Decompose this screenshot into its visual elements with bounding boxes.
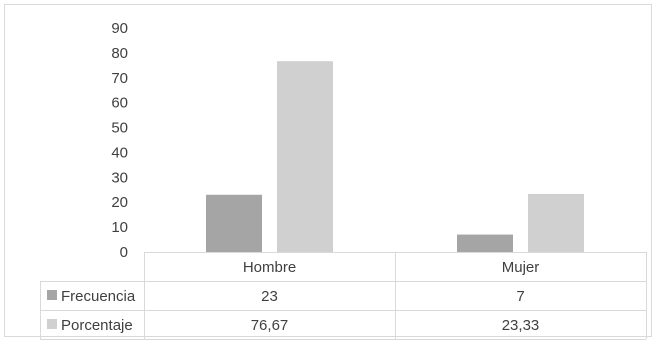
legend-key-porcentaje bbox=[47, 319, 57, 329]
bar-frecuencia-mujer bbox=[457, 234, 513, 252]
bar-frecuencia-hombre bbox=[206, 194, 262, 252]
bars bbox=[206, 61, 584, 253]
y-axis-ticks: 0 10 20 30 40 50 60 70 80 90 bbox=[111, 20, 128, 261]
table-cell-value: 7 bbox=[516, 288, 524, 305]
legend-key-frecuencia bbox=[47, 290, 57, 300]
legend-label: Frecuencia bbox=[61, 288, 136, 305]
bar-porcentaje-hombre bbox=[277, 61, 333, 253]
category-label: Mujer bbox=[502, 259, 540, 276]
y-tick-label: 0 bbox=[120, 244, 128, 261]
category-label: Hombre bbox=[243, 259, 296, 276]
y-tick-label: 70 bbox=[111, 70, 128, 87]
bar-porcentaje-mujer bbox=[528, 193, 584, 252]
table-cell-value: 23,33 bbox=[502, 317, 540, 334]
y-tick-label: 90 bbox=[111, 20, 128, 37]
y-tick-label: 20 bbox=[111, 194, 128, 211]
y-tick-label: 30 bbox=[111, 169, 128, 186]
table-cell-value: 76,67 bbox=[251, 317, 289, 334]
table-cell-value: 23 bbox=[261, 288, 278, 305]
chart-frame bbox=[4, 4, 652, 337]
data-table: Hombre Mujer Frecuencia 23 7 Porcentaje 76,67 2… bbox=[40, 252, 647, 340]
y-tick-label: 50 bbox=[111, 120, 128, 137]
y-tick-label: 40 bbox=[111, 144, 128, 161]
y-tick-label: 60 bbox=[111, 95, 128, 112]
y-tick-label: 10 bbox=[111, 219, 128, 236]
legend-label: Porcentaje bbox=[61, 317, 133, 334]
y-tick-label: 80 bbox=[111, 45, 128, 62]
